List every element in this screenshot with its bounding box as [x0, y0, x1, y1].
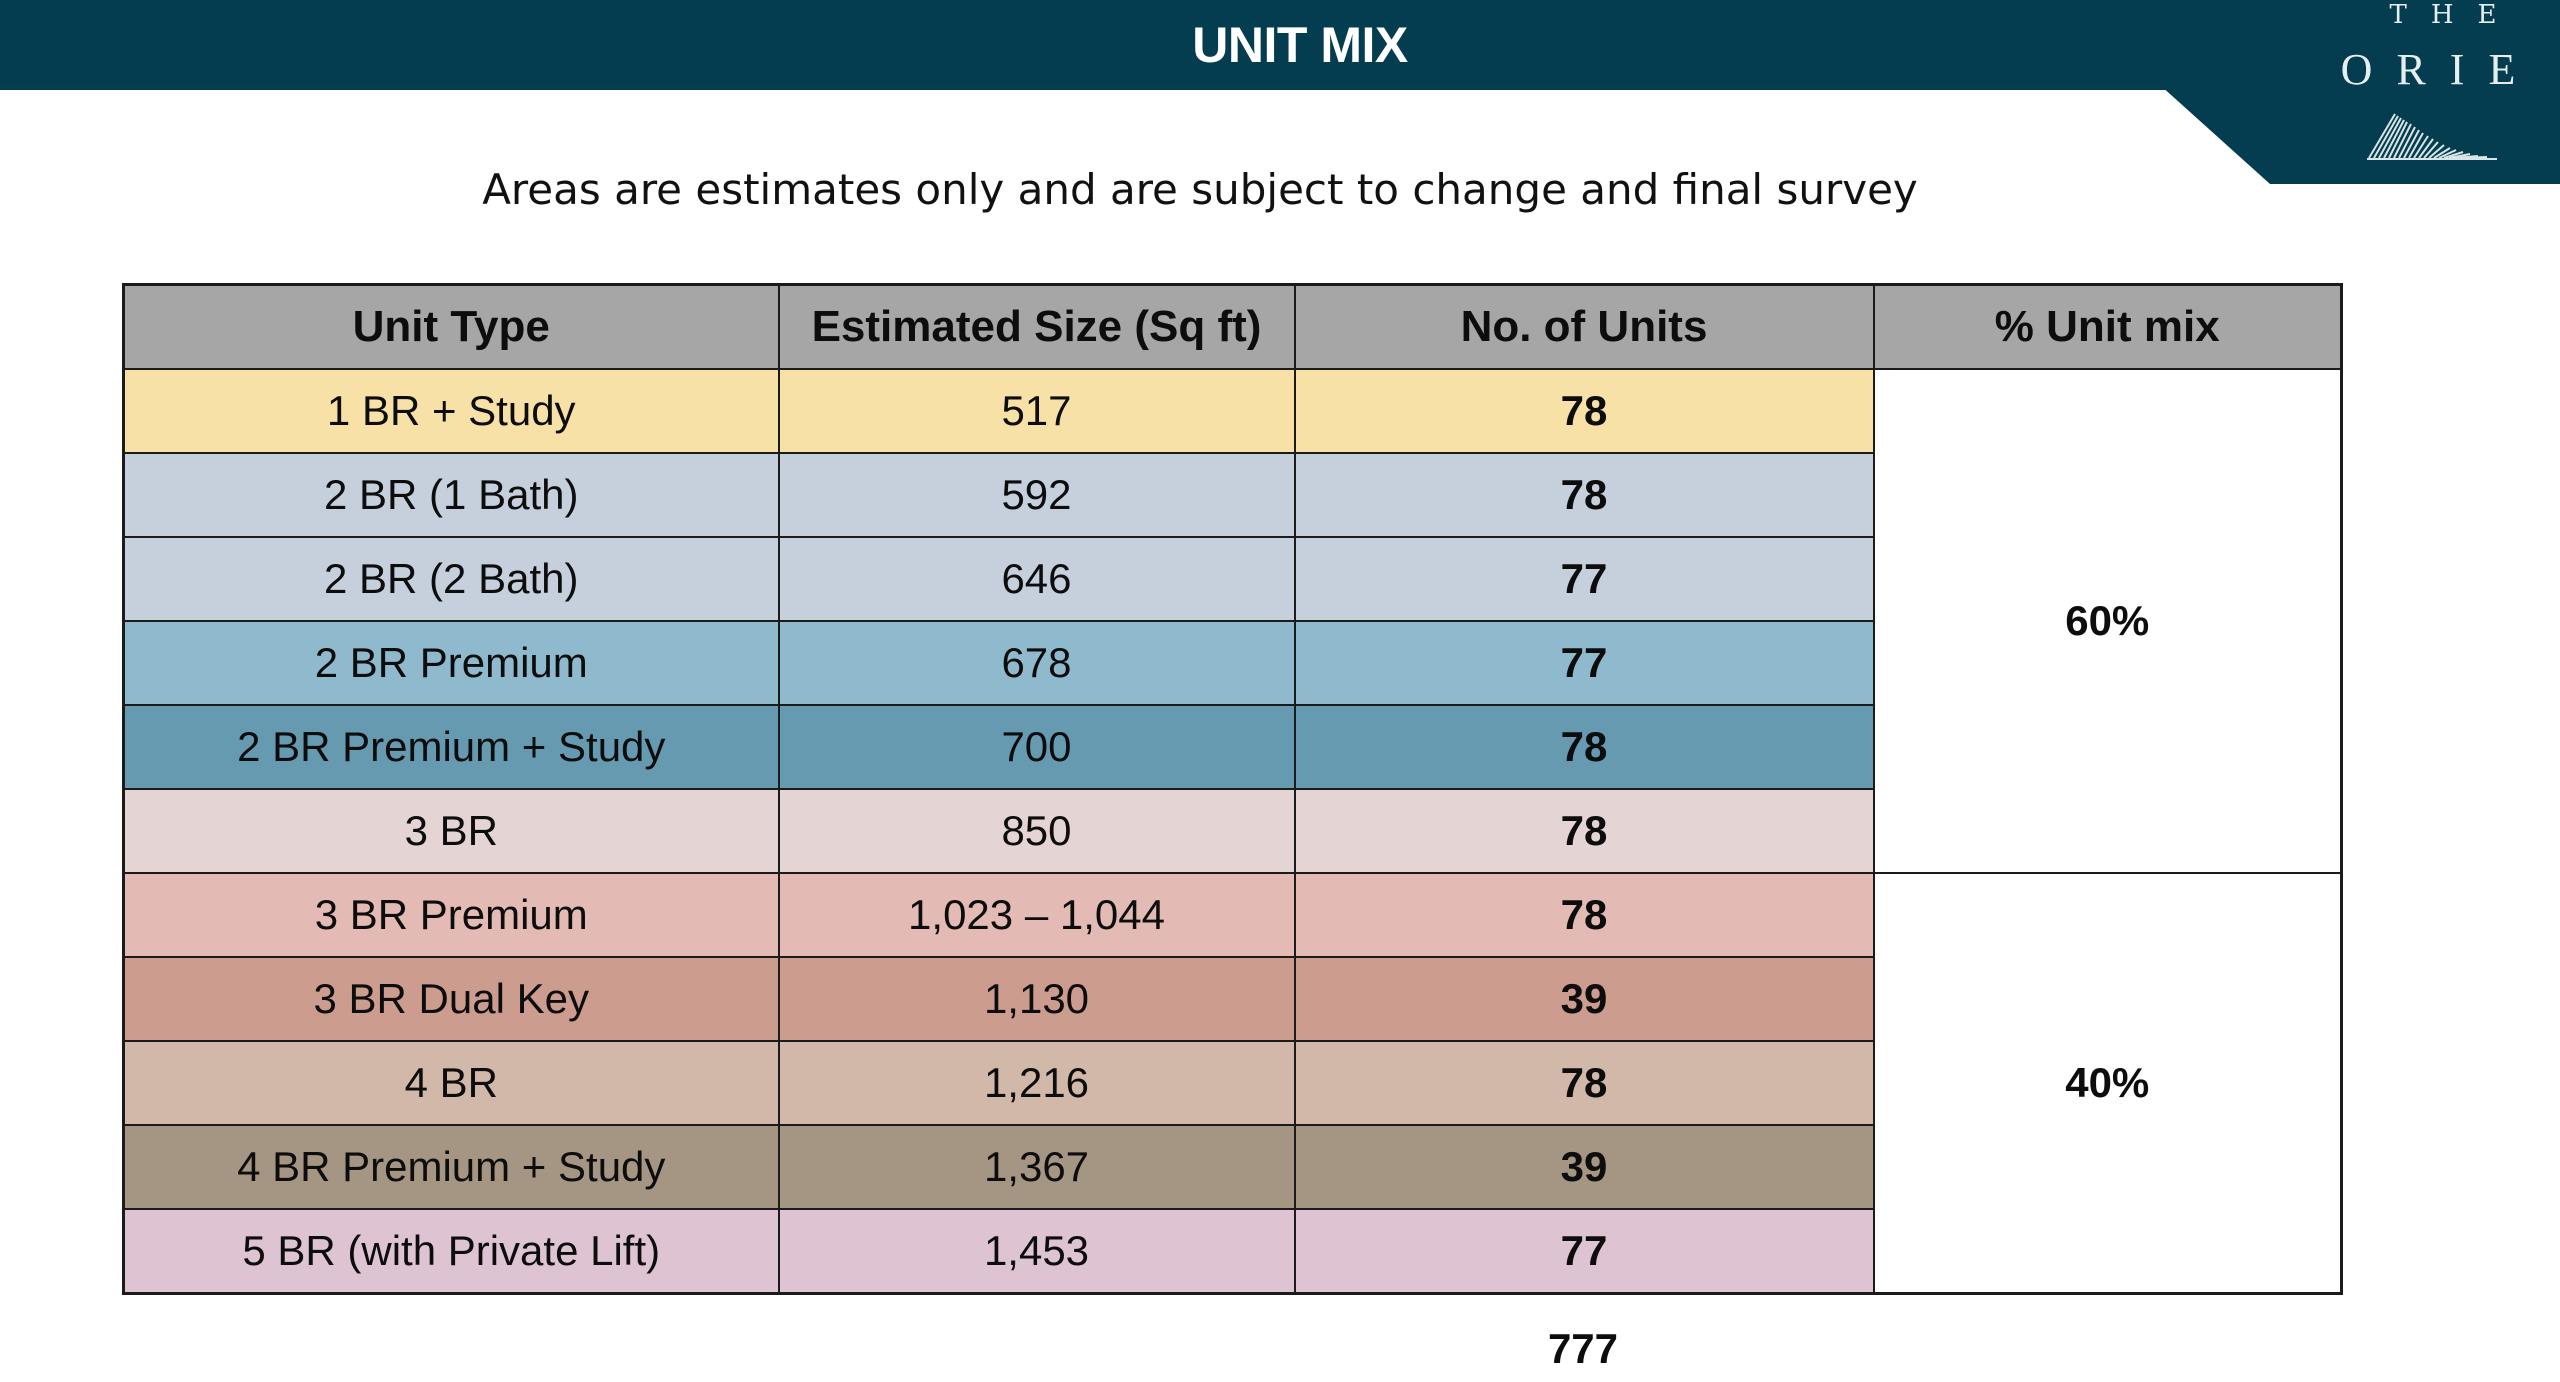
estimated-size-cell: 1,130 — [777, 956, 1296, 1042]
table-row: 3 BR Premium 1,023 – 1,044 78 40% — [122, 872, 2343, 1295]
table-row: 4 BR Premium + Study 1,367 39 — [122, 1124, 2342, 1210]
unit-mix-percent-cell: 40% — [1872, 872, 2343, 1295]
unit-type-cell: 5 BR (with Private Lift) — [122, 1208, 780, 1295]
unit-type-cell: 1 BR + Study — [122, 368, 780, 454]
unit-type-cell: 2 BR (1 Bath) — [122, 452, 780, 538]
unit-type-cell: 4 BR — [122, 1040, 780, 1126]
estimated-size-cell: 1,023 – 1,044 — [777, 872, 1296, 958]
unit-type-cell: 4 BR Premium + Study — [122, 1124, 780, 1210]
logo-name-text: ORIE — [2340, 45, 2540, 94]
units-count-cell: 77 — [1293, 536, 1875, 622]
table-row: 3 BR Dual Key 1,130 39 — [122, 956, 2342, 1042]
unit-type-cell: 2 BR (2 Bath) — [122, 536, 780, 622]
unit-mix-table-wrapper: Unit Type Estimated Size (Sq ft) No. of … — [122, 283, 2343, 1295]
table-row: 2 BR (1 Bath) 592 78 — [122, 452, 2342, 538]
logo-mark-icon — [2367, 113, 2497, 160]
units-count-cell: 39 — [1293, 1124, 1875, 1210]
estimated-size-cell: 1,453 — [777, 1208, 1296, 1295]
unit-type-cell: 3 BR Dual Key — [122, 956, 780, 1042]
units-count-cell: 39 — [1293, 956, 1875, 1042]
units-count-cell: 77 — [1293, 1208, 1875, 1295]
table-header-row: Unit Type Estimated Size (Sq ft) No. of … — [122, 283, 2343, 370]
unit-type-cell: 2 BR Premium — [122, 620, 780, 706]
estimated-size-cell: 1,216 — [777, 1040, 1296, 1126]
units-count-cell: 77 — [1293, 620, 1875, 706]
estimated-size-cell: 678 — [777, 620, 1296, 706]
estimated-size-cell: 517 — [777, 368, 1296, 454]
units-count-cell: 78 — [1293, 704, 1875, 790]
header-no-of-units: No. of Units — [1293, 283, 1875, 370]
estimated-size-cell: 850 — [777, 788, 1296, 874]
disclaimer-subtitle: Areas are estimates only and are subject… — [482, 165, 1918, 214]
header-unit-mix: % Unit mix — [1872, 283, 2343, 370]
table-row: 1 BR + Study 517 78 60% — [122, 368, 2343, 874]
units-count-cell: 78 — [1293, 452, 1875, 538]
estimated-size-cell: 700 — [777, 704, 1296, 790]
estimated-size-cell: 1,367 — [777, 1124, 1296, 1210]
unit-type-cell: 2 BR Premium + Study — [122, 704, 780, 790]
unit-type-cell: 3 BR Premium — [122, 872, 780, 958]
logo-the-text: THE — [2389, 0, 2521, 30]
table-row: 2 BR Premium + Study 700 78 — [122, 704, 2342, 790]
page-title: UNIT MIX — [1192, 17, 1408, 73]
header-unit-type: Unit Type — [122, 283, 780, 370]
units-count-cell: 78 — [1293, 872, 1875, 958]
table-body: 1 BR + Study 517 78 60% 2 BR (1 Bath) 592 78 2 … — [122, 368, 2343, 1295]
table-row: 5 BR (with Private Lift) 1,453 77 — [122, 1208, 2342, 1295]
units-count-cell: 78 — [1293, 788, 1875, 874]
total-units: 777 — [1547, 1325, 1619, 1372]
table-row: 2 BR (2 Bath) 646 77 — [122, 536, 2342, 622]
header-estimated-size: Estimated Size (Sq ft) — [777, 283, 1296, 370]
estimated-size-cell: 646 — [777, 536, 1296, 622]
table-row: 4 BR 1,216 78 — [122, 1040, 2342, 1126]
estimated-size-cell: 592 — [777, 452, 1296, 538]
unit-mix-table: Unit Type Estimated Size (Sq ft) No. of … — [122, 283, 2343, 1295]
table-row: 2 BR Premium 678 77 — [122, 620, 2342, 706]
units-count-cell: 78 — [1293, 1040, 1875, 1126]
header-bar — [0, 0, 2560, 90]
unit-mix-percent-cell: 60% — [1872, 368, 2343, 874]
unit-type-cell: 3 BR — [122, 788, 780, 874]
table-row: 3 BR 850 78 — [122, 788, 2342, 874]
units-count-cell: 78 — [1293, 368, 1875, 454]
